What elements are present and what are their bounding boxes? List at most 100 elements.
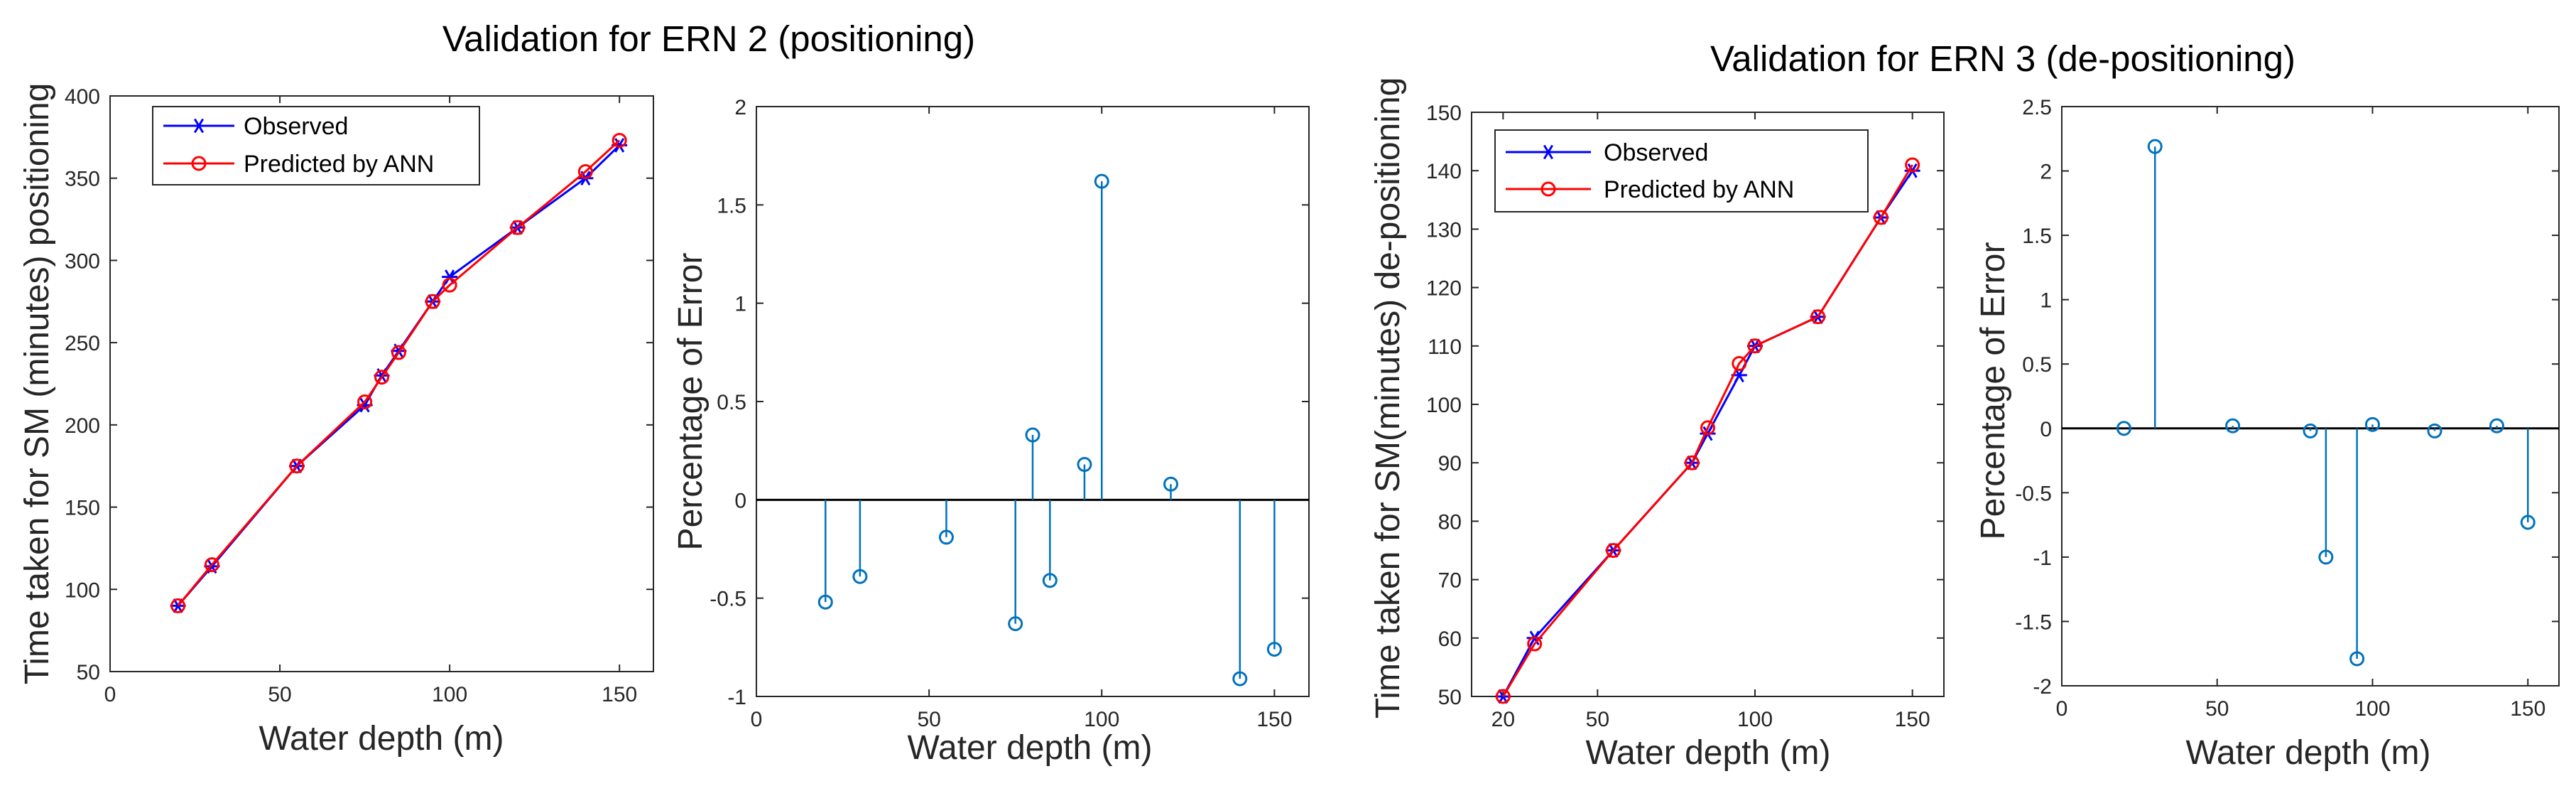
error-point (1008, 616, 1023, 632)
y-tick-label: 1.5 (2022, 225, 2052, 248)
error-point (2520, 515, 2536, 530)
x-tick-label: 50 (268, 683, 291, 706)
panel-ern3-time: 20 50 100 150 50 60 70 80 90 100 110 120 130 140 150 O… (1369, 77, 1945, 772)
y-tick-label: 70 (1438, 569, 1462, 593)
x-tick-label: 50 (2205, 697, 2229, 721)
error-point (852, 569, 868, 584)
y-tick-label: -0.5 (2015, 482, 2052, 505)
y-tick-label: 0.5 (2022, 353, 2052, 377)
x-tick-label: 100 (1737, 708, 1773, 731)
predicted-point (1905, 157, 1920, 173)
panel-ern3-time-xlabel: Water depth (m) (1586, 734, 1831, 772)
panel-ern2-error-frame (756, 106, 1310, 697)
circle-marker-icon (1540, 181, 1556, 197)
legend-predicted-marker (1540, 181, 1556, 197)
predicted-point (1495, 689, 1511, 704)
y-tick-label: 350 (65, 168, 100, 191)
x-tick-label: 100 (1084, 708, 1119, 731)
error-point (2318, 549, 2334, 565)
y-tick-label: -1.5 (2015, 610, 2052, 634)
y-tick-label: 2.5 (2022, 96, 2052, 119)
x-tick-label: 0 (104, 683, 116, 706)
predicted-point (391, 345, 406, 360)
panel-ern2-error-ylabel: Percentage of Error (672, 253, 710, 551)
legend-observed-marker (1540, 144, 1556, 160)
predicted-point (1527, 636, 1543, 652)
y-tick-label: 50 (77, 661, 100, 684)
x-tick-label: 100 (2354, 697, 2390, 721)
panel-ern2-error-data (756, 173, 1309, 687)
panel-ern2-time-legend: Observed Predicted by ANN (152, 106, 480, 185)
error-point (2489, 418, 2504, 434)
panel-ern3-time-ticks: 20 50 100 150 50 60 70 80 90 100 110 120 130 140 150 (1426, 102, 1944, 731)
predicted-point (612, 132, 627, 148)
panel-ern3-error-xlabel: Water depth (m) (2186, 734, 2431, 772)
y-tick-label: 0 (734, 489, 746, 512)
x-tick-label: 150 (1895, 708, 1930, 731)
predicted-point (577, 163, 593, 179)
panel-ern3-error: 0 50 100 150 -2 -1.5 -1 -0.5 0 0.5 1 1.5 2 2.5 Water … (1974, 96, 2560, 772)
y-tick-label: 250 (65, 332, 100, 355)
panel-ern3-time-data (1495, 157, 1920, 704)
panel-ern3-error-data (2062, 139, 2559, 667)
y-tick-label: -2 (2033, 675, 2052, 699)
panel-ern3-time-legend: Observed Predicted by ANN (1494, 129, 1869, 212)
legend-observed-label: Observed (1604, 139, 1708, 166)
error-point (2365, 416, 2380, 432)
predicted-point (1732, 355, 1747, 371)
y-tick-label: 2 (2040, 161, 2052, 184)
error-point (1266, 642, 1282, 657)
x-tick-label: 100 (432, 683, 467, 706)
error-point (1025, 427, 1040, 443)
predicted-point (1606, 543, 1621, 558)
error-point (2349, 651, 2365, 667)
predicted-point (204, 557, 219, 573)
x-tick-label: 150 (602, 683, 637, 706)
y-tick-label: 110 (1428, 335, 1462, 359)
y-tick-label: 130 (1426, 218, 1462, 242)
ern3-group-title: Validation for ERN 3 (de-positioning) (1710, 38, 2295, 79)
y-tick-label: 120 (1426, 277, 1462, 301)
error-point (2303, 423, 2318, 438)
ern2-group-title: Validation for ERN 2 (positioning) (442, 18, 975, 59)
y-tick-label: 200 (65, 414, 100, 438)
observed-point (442, 269, 458, 284)
x-tick-label: 50 (1586, 708, 1609, 731)
error-point (1163, 476, 1178, 492)
legend-observed-marker (191, 118, 207, 134)
legend-predicted-marker (191, 156, 207, 171)
y-tick-label: 300 (65, 249, 100, 273)
panel-ern3-error-ylabel: Percentage of Error (1974, 242, 2012, 540)
y-tick-label: -1 (727, 686, 746, 709)
y-tick-label: 150 (1426, 102, 1462, 125)
predicted-series-line (177, 139, 621, 607)
error-point (938, 529, 954, 545)
y-tick-label: -0.5 (710, 588, 746, 611)
predicted-point (1747, 338, 1763, 354)
panel-ern2-error: 0 50 100 150 -1 -0.5 0 0.5 1 1.5 2 Water depth (m)… (672, 96, 1310, 767)
asterisk-marker-icon (1540, 144, 1556, 160)
legend-observed-label: Observed (244, 113, 348, 140)
error-point (817, 594, 833, 610)
predicted-point (442, 277, 457, 293)
x-tick-label: 150 (1256, 708, 1292, 731)
x-tick-label: 20 (1491, 708, 1515, 731)
panel-ern2-error-ticks: 0 50 100 150 -1 -0.5 0 0.5 1 1.5 2 (710, 96, 1309, 731)
y-tick-label: 100 (1426, 394, 1462, 417)
y-tick-label: 50 (1438, 686, 1462, 709)
predicted-point (1810, 309, 1826, 325)
predicted-series-line (1502, 164, 1913, 697)
y-tick-label: 1 (2040, 289, 2052, 313)
y-tick-label: 2 (734, 96, 746, 119)
x-tick-label: 150 (2510, 697, 2545, 721)
predicted-point (1700, 420, 1715, 436)
panel-ern2-time-ylabel: Time taken for SM (minutes) positioning (18, 83, 56, 685)
y-tick-label: 90 (1438, 452, 1462, 475)
panel-ern2-error-xlabel: Water depth (m) (908, 729, 1153, 767)
panel-ern2-time-xlabel: Water depth (m) (259, 720, 504, 758)
y-tick-label: 0.5 (717, 391, 746, 414)
panel-ern2-time-data (170, 132, 628, 613)
